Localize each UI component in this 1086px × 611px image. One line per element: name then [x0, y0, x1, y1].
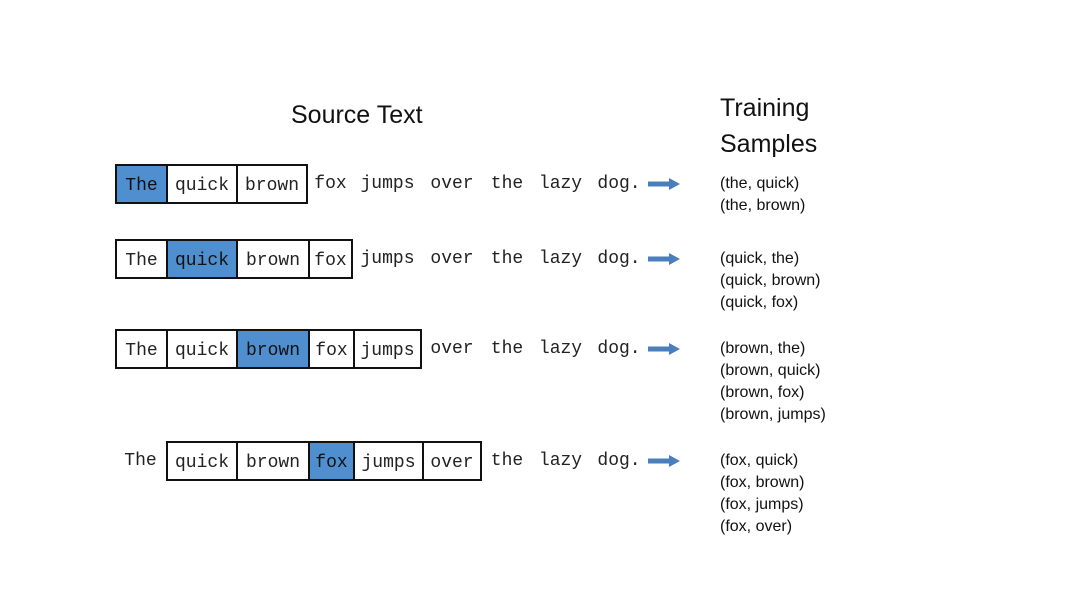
context-word: The — [115, 239, 166, 279]
right-arrow-icon — [648, 178, 680, 190]
training-samples-list: (brown, the) (brown, quick) (brown, fox) (b… — [720, 338, 826, 426]
sentence-word: dog. — [597, 174, 641, 194]
training-sample-pair: (brown, fox) — [720, 384, 805, 401]
training-sample-pair: (fox, brown) — [720, 474, 805, 491]
context-word: over — [422, 441, 482, 481]
training-sample-pair: (fox, jumps) — [720, 496, 804, 513]
context-word: jumps — [353, 329, 422, 369]
right-arrow-icon — [648, 343, 680, 355]
right-arrow-icon — [648, 455, 680, 467]
sentence-word: the — [490, 339, 524, 359]
center-word: The — [115, 164, 166, 204]
context-word: The — [115, 329, 166, 369]
training-sample-pair: (brown, the) — [720, 340, 806, 357]
training-sample-pair: (quick, fox) — [720, 294, 799, 311]
sentence-word: lazy — [538, 451, 583, 471]
sentence-word: jumps — [360, 249, 415, 269]
context-word: brown — [236, 164, 308, 204]
context-word: brown — [236, 239, 308, 279]
source-text-heading: Source Text — [291, 101, 423, 129]
sentence-row: The quick brown fox jumps over the lazy dog. — [115, 441, 655, 481]
sentence-word: over — [430, 339, 474, 359]
center-word: fox — [308, 441, 353, 481]
sentence-word: over — [430, 174, 474, 194]
center-word: quick — [166, 239, 236, 279]
sentence-word: lazy — [538, 174, 583, 194]
context-word: quick — [166, 329, 236, 369]
right-arrow-icon — [648, 253, 680, 265]
training-sample-pair: (brown, jumps) — [720, 406, 826, 423]
context-word: fox — [308, 329, 353, 369]
training-sample-pair: (quick, the) — [720, 250, 800, 267]
sentence-word: The — [124, 451, 157, 471]
training-samples-list: (fox, quick) (fox, brown) (fox, jumps) (fox… — [720, 450, 804, 538]
context-word: quick — [166, 164, 236, 204]
training-sample-pair: (brown, quick) — [720, 362, 821, 379]
context-word: jumps — [353, 441, 422, 481]
sentence-word: lazy — [538, 249, 583, 269]
sentence-word: the — [490, 174, 524, 194]
context-word: quick — [166, 441, 236, 481]
sentence-word: the — [490, 249, 524, 269]
sentence-word: the — [490, 451, 524, 471]
sentence-row: The quick brown fox jumps over the lazy dog. — [115, 164, 655, 204]
training-samples-list: (the, quick) (the, brown) — [720, 173, 805, 217]
center-word: brown — [236, 329, 308, 369]
sentence-word: jumps — [360, 174, 415, 194]
sentence-word: lazy — [538, 339, 583, 359]
training-sample-pair: (quick, brown) — [720, 272, 821, 289]
sentence-word: dog. — [597, 249, 641, 269]
training-samples-heading: Training Samples — [720, 94, 818, 158]
sentence-row: The quick brown fox jumps over the lazy dog. — [115, 239, 655, 279]
sentence-word: fox — [314, 174, 347, 194]
sentence-word: dog. — [597, 339, 641, 359]
sentence-word: over — [430, 249, 474, 269]
training-sample-pair: (fox, quick) — [720, 452, 799, 469]
training-samples-list: (quick, the) (quick, brown) (quick, fox) — [720, 248, 820, 314]
context-word: fox — [308, 239, 353, 279]
training-sample-pair: (the, quick) — [720, 175, 800, 192]
context-word: brown — [236, 441, 308, 481]
training-sample-pair: (fox, over) — [720, 518, 793, 535]
sentence-word: dog. — [597, 451, 641, 471]
sentence-row: The quick brown fox jumps over the lazy dog. — [115, 329, 655, 369]
training-sample-pair: (the, brown) — [720, 197, 806, 214]
